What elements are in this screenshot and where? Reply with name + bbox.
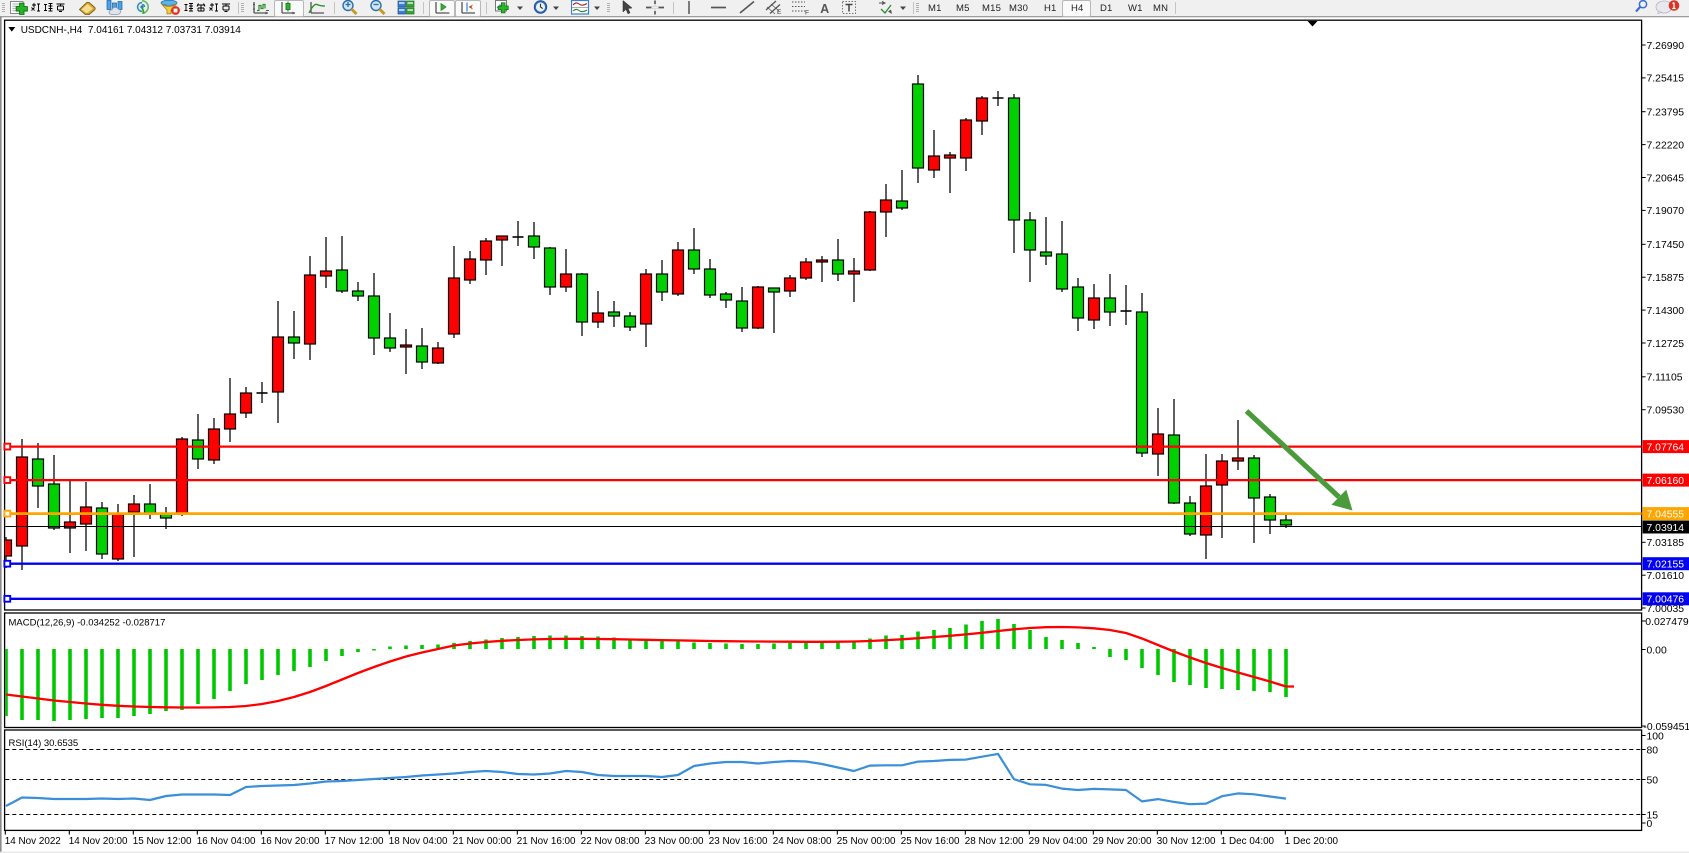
svg-text:7.06160: 7.06160 <box>1647 476 1685 487</box>
svg-text:29 Nov 20:00: 29 Nov 20:00 <box>1093 836 1152 847</box>
svg-text:7.01610: 7.01610 <box>1647 571 1685 582</box>
svg-text:15: 15 <box>1647 810 1659 821</box>
svg-text:21 Nov 16:00: 21 Nov 16:00 <box>517 836 576 847</box>
svg-text:29 Nov 04:00: 29 Nov 04:00 <box>1029 836 1088 847</box>
svg-text:USDCNH-,H4 7.04161 7.04312 7.: USDCNH-,H4 7.04161 7.04312 7.03731 7.039… <box>21 25 242 36</box>
svg-text:28 Nov 12:00: 28 Nov 12:00 <box>965 836 1024 847</box>
svg-text:7.04555: 7.04555 <box>1647 509 1685 520</box>
svg-text:7.12725: 7.12725 <box>1647 339 1685 350</box>
svg-text:16 Nov 04:00: 16 Nov 04:00 <box>197 836 256 847</box>
svg-text:0.00: 0.00 <box>1647 645 1667 656</box>
svg-text:100: 100 <box>1647 731 1665 742</box>
svg-text:7.22220: 7.22220 <box>1647 140 1685 151</box>
svg-text:7.11105: 7.11105 <box>1647 373 1683 384</box>
svg-text:1 Dec 20:00: 1 Dec 20:00 <box>1285 836 1339 847</box>
svg-text:14 Nov 2022: 14 Nov 2022 <box>5 836 61 847</box>
svg-text:MACD(12,26,9) -0.034252 -0.028: MACD(12,26,9) -0.034252 -0.028717 <box>9 618 166 629</box>
svg-text:-0.059451: -0.059451 <box>1643 722 1689 733</box>
svg-text:16 Nov 20:00: 16 Nov 20:00 <box>261 836 320 847</box>
svg-text:7.26990: 7.26990 <box>1647 41 1685 52</box>
svg-text:RSI(14) 30.6535: RSI(14) 30.6535 <box>9 738 79 749</box>
svg-text:7.00476: 7.00476 <box>1647 595 1685 606</box>
svg-text:30 Nov 12:00: 30 Nov 12:00 <box>1157 836 1216 847</box>
svg-text:80: 80 <box>1647 745 1659 756</box>
svg-text:7.03914: 7.03914 <box>1647 523 1685 534</box>
svg-text:7.03185: 7.03185 <box>1647 538 1685 549</box>
svg-text:1 Dec 04:00: 1 Dec 04:00 <box>1221 836 1275 847</box>
svg-text:7.00035: 7.00035 <box>1647 604 1685 615</box>
svg-text:23 Nov 00:00: 23 Nov 00:00 <box>645 836 704 847</box>
svg-text:25 Nov 16:00: 25 Nov 16:00 <box>901 836 960 847</box>
svg-text:7.14300: 7.14300 <box>1647 306 1685 317</box>
svg-text:7.17450: 7.17450 <box>1647 240 1685 251</box>
svg-text:7.20645: 7.20645 <box>1647 173 1685 184</box>
svg-text:15 Nov 12:00: 15 Nov 12:00 <box>133 836 192 847</box>
svg-text:25 Nov 00:00: 25 Nov 00:00 <box>837 836 896 847</box>
svg-text:0: 0 <box>1647 819 1653 830</box>
svg-text:7.23795: 7.23795 <box>1647 108 1685 119</box>
svg-text:7.25415: 7.25415 <box>1647 74 1685 85</box>
svg-text:7.19070: 7.19070 <box>1647 206 1685 217</box>
svg-text:24 Nov 08:00: 24 Nov 08:00 <box>773 836 832 847</box>
svg-text:22 Nov 08:00: 22 Nov 08:00 <box>581 836 640 847</box>
svg-text:14 Nov 20:00: 14 Nov 20:00 <box>69 836 128 847</box>
svg-text:7.15875: 7.15875 <box>1647 273 1685 284</box>
svg-text:50: 50 <box>1647 775 1659 786</box>
svg-text:21 Nov 00:00: 21 Nov 00:00 <box>453 836 512 847</box>
svg-text:0.027479: 0.027479 <box>1645 617 1689 628</box>
svg-text:7.02155: 7.02155 <box>1647 560 1685 571</box>
svg-text:18 Nov 04:00: 18 Nov 04:00 <box>389 836 448 847</box>
svg-text:23 Nov 16:00: 23 Nov 16:00 <box>709 836 768 847</box>
svg-text:7.07764: 7.07764 <box>1647 442 1685 453</box>
svg-text:F: F <box>805 10 809 16</box>
svg-text:E: E <box>777 9 782 15</box>
svg-text:17 Nov 12:00: 17 Nov 12:00 <box>325 836 384 847</box>
svg-text:7.09530: 7.09530 <box>1647 406 1685 417</box>
